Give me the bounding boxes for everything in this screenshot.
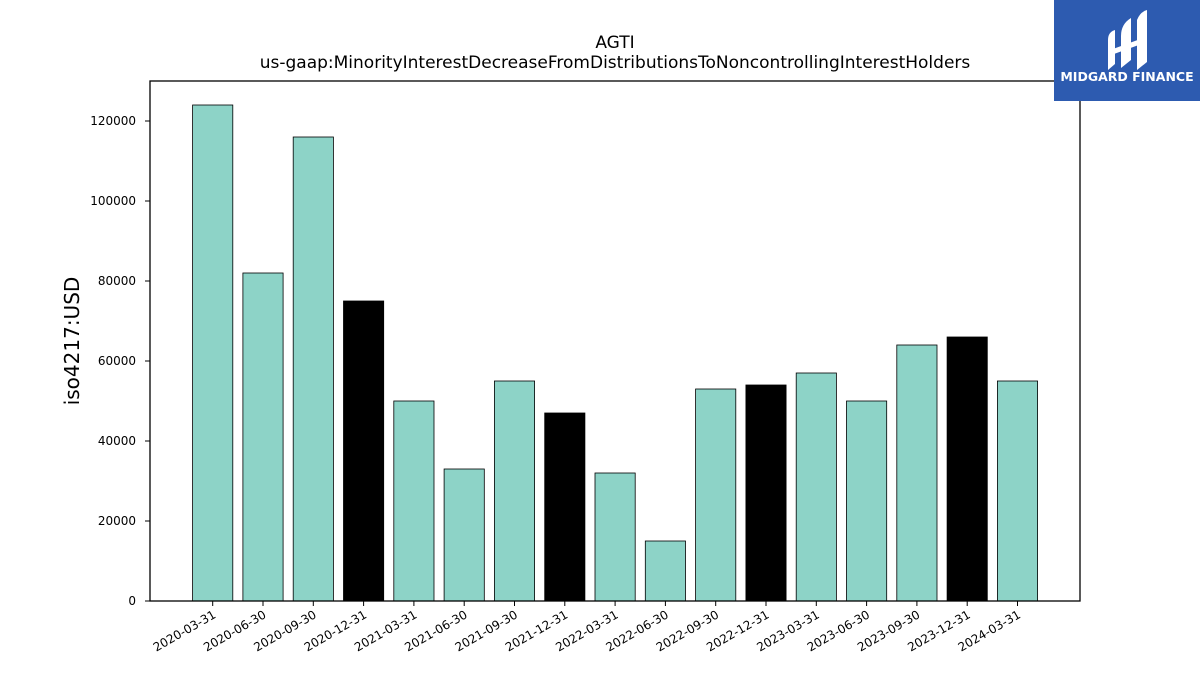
y-tick-label: 60000	[98, 354, 136, 368]
y-tick-label: 80000	[98, 274, 136, 288]
bar-2020-03-31	[192, 104, 234, 602]
y-tick-label: 40000	[98, 434, 136, 448]
bar-2024-03-31	[997, 380, 1039, 602]
bar-2020-09-30	[292, 136, 334, 602]
bar-2021-12-31	[544, 412, 586, 602]
bar-series	[192, 104, 1039, 602]
bar-2022-03-31	[594, 472, 636, 602]
bar-2023-12-31	[946, 336, 988, 602]
brand-name: MIDGARD FINANCE	[1060, 69, 1193, 84]
bar-2020-06-30	[242, 272, 284, 602]
midgard-logo-icon	[1108, 10, 1147, 70]
plot-frame	[149, 80, 1081, 602]
bar-2021-03-31	[393, 400, 435, 602]
y-tick-label: 120000	[90, 114, 136, 128]
x-axis: 2020-03-312020-06-302020-09-302020-12-31…	[151, 601, 1023, 654]
bar-2021-06-30	[443, 468, 485, 602]
chart-title: AGTI	[595, 33, 634, 53]
bar-2023-06-30	[846, 400, 888, 602]
y-tick-label: 100000	[90, 194, 136, 208]
chart-subtitle: us-gaap:MinorityInterestDecreaseFromDist…	[260, 53, 971, 73]
bar-2022-12-31	[745, 384, 787, 602]
bar-2022-09-30	[695, 388, 737, 602]
bar-2022-06-30	[644, 540, 686, 602]
y-tick-label: 20000	[98, 514, 136, 528]
bar-2023-09-30	[896, 344, 938, 602]
brand-logo: MIDGARD FINANCE	[1054, 0, 1200, 101]
bar-2020-12-31	[343, 300, 385, 602]
bar-2023-03-31	[795, 372, 837, 602]
y-axis-label: iso4217:USD	[60, 277, 84, 406]
y-axis: 0 20000 40000 60000 80000 100000 120000	[90, 114, 150, 608]
y-tick-label: 0	[128, 594, 136, 608]
bar-2021-09-30	[493, 380, 535, 602]
